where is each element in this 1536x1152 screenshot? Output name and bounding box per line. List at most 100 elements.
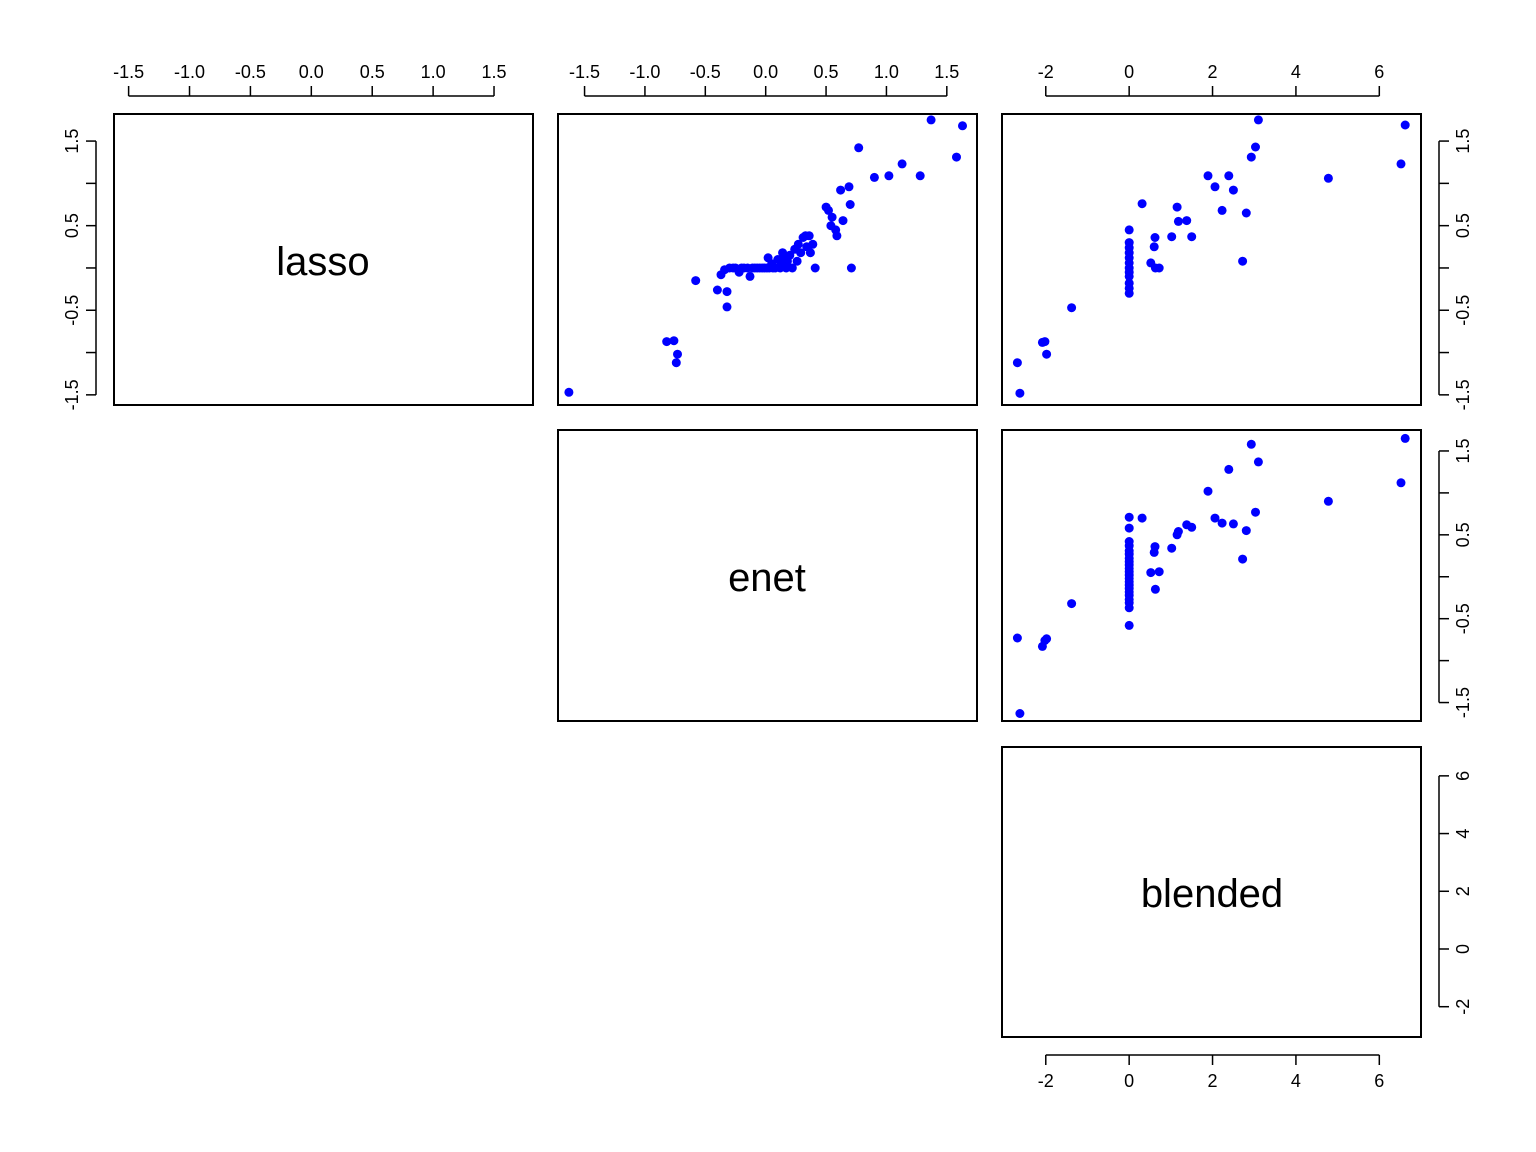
panel-points-lasso-enet — [564, 115, 967, 397]
bottom-tick-label-blended: 2 — [1208, 1071, 1218, 1091]
right-tick-label-enet: 1.5 — [1453, 438, 1473, 463]
data-point — [838, 216, 848, 226]
right-tick-label-enet: 0.5 — [1453, 522, 1473, 547]
top-tick-label-blended: 0 — [1124, 62, 1134, 82]
data-point — [1137, 513, 1147, 523]
data-point — [1012, 358, 1022, 368]
data-point — [1172, 202, 1182, 212]
right-tick-label-lasso: -1.5 — [1453, 379, 1473, 410]
top-tick-label-blended: 2 — [1208, 62, 1218, 82]
top-tick-label-lasso: 1.5 — [482, 62, 507, 82]
panel-points-enet-blended — [1012, 433, 1410, 718]
data-point — [1241, 526, 1251, 536]
bottom-tick-label-blended: 0 — [1124, 1071, 1134, 1091]
left-tick-label-lasso: 0.5 — [62, 213, 82, 238]
data-point — [785, 250, 795, 260]
panel-frame-blended-blended — [1001, 746, 1422, 1038]
data-point — [810, 263, 820, 273]
top-tick-label-enet: 1.0 — [874, 62, 899, 82]
top-tick-label-enet: -1.5 — [569, 62, 600, 82]
top-tick-label-enet: 1.5 — [934, 62, 959, 82]
data-point — [836, 185, 846, 195]
data-point — [1210, 513, 1220, 523]
data-point — [846, 263, 856, 273]
data-point — [1173, 216, 1183, 226]
data-point — [1217, 205, 1227, 215]
bottom-tick-label-blended: 6 — [1374, 1071, 1384, 1091]
panel-frame-lasso-lasso — [113, 113, 534, 406]
data-point — [1187, 232, 1197, 242]
data-point — [712, 285, 722, 295]
data-point — [1251, 507, 1260, 517]
data-point — [1187, 522, 1197, 532]
data-point — [1124, 225, 1134, 235]
data-point — [722, 302, 732, 312]
data-point — [884, 171, 894, 181]
top-tick-label-lasso: -0.5 — [235, 62, 266, 82]
data-point — [1246, 439, 1256, 449]
top-tick-label-enet: 0.5 — [814, 62, 839, 82]
top-tick-label-lasso: 0.0 — [299, 62, 324, 82]
data-point — [1224, 171, 1234, 181]
data-point — [1150, 233, 1160, 242]
data-point — [1253, 457, 1263, 467]
left-tick-label-lasso: 1.5 — [62, 129, 82, 154]
panel-frame-enet-blended — [1001, 429, 1422, 722]
data-point — [796, 248, 806, 258]
data-point — [804, 231, 814, 241]
diag-label-lasso: lasso — [276, 240, 369, 284]
data-point — [1042, 349, 1052, 359]
data-point — [1238, 256, 1248, 266]
data-point — [564, 387, 574, 397]
data-point — [722, 287, 732, 297]
data-point — [1167, 232, 1177, 242]
top-tick-label-lasso: 0.5 — [360, 62, 385, 82]
data-point — [1124, 603, 1134, 613]
right-tick-label-lasso: 1.5 — [1453, 129, 1473, 154]
data-point — [1067, 303, 1077, 313]
data-point — [1241, 208, 1251, 218]
right-tick-label-blended: 6 — [1453, 771, 1473, 781]
data-point — [1182, 216, 1192, 226]
panel-frame-lasso-enet — [557, 113, 978, 406]
right-tick-label-enet: -0.5 — [1453, 603, 1473, 634]
data-point — [1228, 519, 1238, 529]
diag-label-enet: enet — [728, 556, 806, 600]
data-point — [1040, 337, 1050, 347]
data-point — [824, 205, 833, 215]
data-point — [787, 263, 797, 273]
data-point — [808, 239, 818, 249]
left-tick-label-lasso: -1.5 — [62, 379, 82, 410]
data-point — [1396, 159, 1406, 169]
data-point — [673, 349, 682, 359]
diag-label-blended: blended — [1141, 872, 1283, 916]
data-point — [1253, 115, 1263, 125]
data-point — [1149, 242, 1159, 252]
data-point — [1067, 599, 1077, 609]
data-point — [1228, 185, 1238, 195]
top-tick-label-lasso: -1.0 — [174, 62, 205, 82]
data-point — [1042, 634, 1052, 644]
data-point — [1137, 199, 1147, 209]
top-tick-label-blended: 6 — [1374, 62, 1384, 82]
data-point — [926, 115, 936, 125]
data-point — [745, 271, 755, 281]
right-tick-label-enet: -1.5 — [1453, 687, 1473, 718]
data-point — [1217, 518, 1227, 528]
data-point — [1150, 584, 1160, 594]
data-point — [1167, 543, 1177, 553]
data-point — [1210, 182, 1220, 192]
right-tick-label-blended: 0 — [1453, 944, 1473, 954]
left-tick-label-lasso: -0.5 — [62, 295, 82, 326]
data-point — [832, 231, 842, 241]
data-point — [671, 358, 681, 368]
data-point — [1124, 271, 1134, 281]
data-point — [1012, 633, 1022, 643]
bottom-tick-label-blended: -2 — [1038, 1071, 1054, 1091]
data-point — [1400, 120, 1410, 130]
right-tick-label-lasso: -0.5 — [1453, 295, 1473, 326]
data-point — [1015, 709, 1025, 718]
data-point — [897, 159, 907, 169]
data-point — [1203, 171, 1213, 181]
